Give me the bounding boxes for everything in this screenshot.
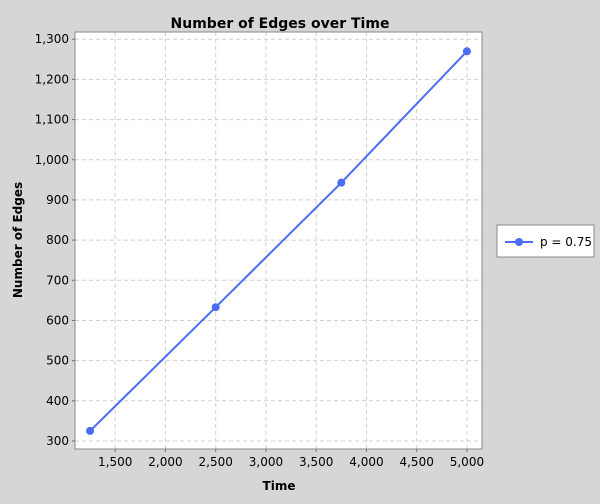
x-tick-label: 5,000 [450,455,484,469]
series-layer [86,47,471,435]
x-tick-label: 4,500 [399,455,433,469]
x-tick-label: 2,500 [199,455,233,469]
y-tick-label: 1,000 [35,153,69,167]
y-axis-label: Number of Edges [11,182,25,298]
x-tick-label: 3,000 [249,455,283,469]
y-tick-label: 500 [46,354,69,368]
x-tick-label: 4,000 [349,455,383,469]
x-axis-label: Time [263,479,296,493]
y-tick-label: 800 [46,233,69,247]
y-axis: 300 400 500 600 700 800 900 1,000 1,100 1,200 1,30… [35,32,75,448]
data-point [462,47,471,56]
y-tick-label: 600 [46,313,69,327]
legend-label: p = 0.75 [540,235,592,249]
data-point [211,303,220,312]
gridlines [75,32,482,449]
x-tick-label: 3,500 [299,455,333,469]
y-tick-label: 700 [46,273,69,287]
legend-marker [515,238,523,246]
x-tick-label: 2,000 [148,455,182,469]
y-tick-label: 1,300 [35,32,69,46]
x-axis: 1,500 2,000 2,500 3,000 3,500 4,000 4,500 5,000 [98,449,484,469]
data-point [337,178,346,187]
legend: p = 0.75 [496,224,595,258]
y-tick-label: 900 [46,193,69,207]
data-point [86,426,95,435]
y-tick-label: 1,200 [35,72,69,86]
x-tick-label: 1,500 [98,455,132,469]
chart-title: Number of Edges over Time [171,16,390,32]
y-tick-label: 300 [46,434,69,448]
y-tick-label: 400 [46,394,69,408]
y-tick-label: 1,100 [35,113,69,127]
series-line [89,50,468,432]
